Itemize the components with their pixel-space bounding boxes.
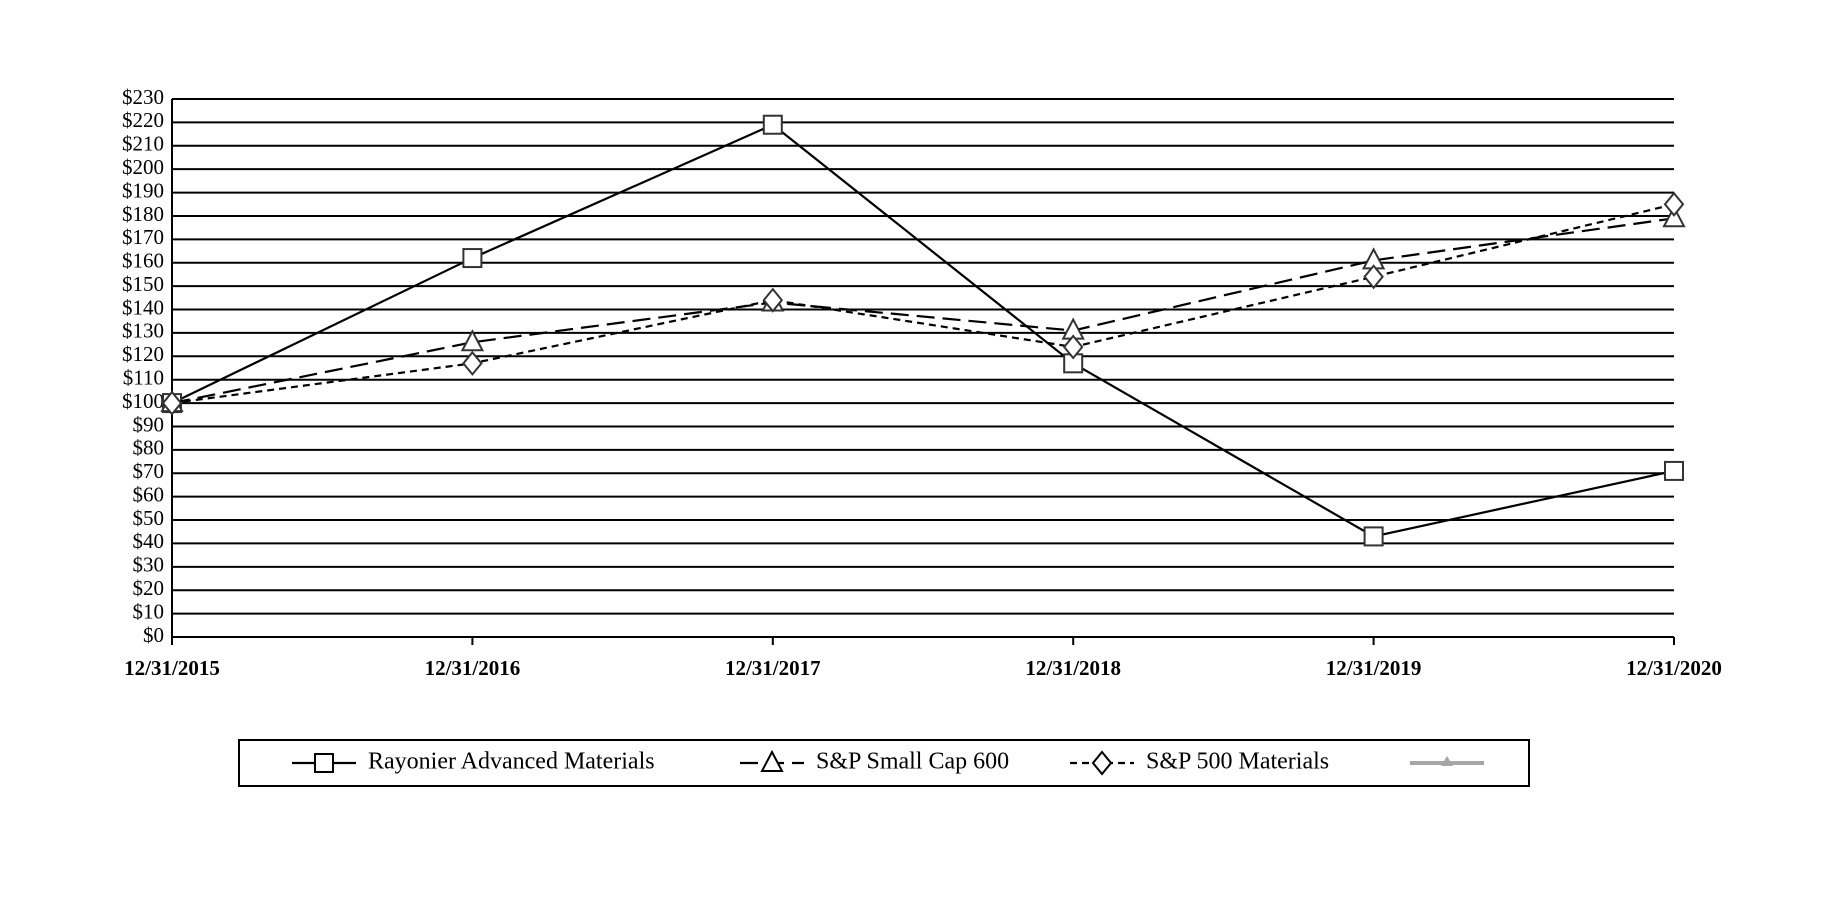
- y-tick-label: $30: [133, 553, 165, 577]
- legend-unnamed-entry: [1410, 756, 1484, 766]
- y-tick-label: $90: [133, 412, 165, 436]
- marker: [762, 287, 784, 313]
- y-tick-label: $20: [133, 576, 165, 600]
- x-tick-label: 12/31/2019: [1326, 656, 1422, 680]
- marker: [161, 390, 183, 416]
- y-tick-label: $230: [122, 85, 164, 109]
- marker: [1091, 750, 1113, 776]
- marker: [314, 753, 334, 773]
- y-tick-label: $140: [122, 295, 164, 319]
- series: [161, 191, 1685, 416]
- y-tick-label: $120: [122, 342, 164, 366]
- x-tick-label: 12/31/2020: [1626, 656, 1722, 680]
- series-line: [171, 123, 1675, 538]
- y-tick-label: $50: [133, 506, 165, 530]
- y-tick-label: $190: [122, 178, 164, 202]
- y-tick-label: $100: [122, 389, 164, 413]
- y-tick-label: $60: [133, 482, 165, 506]
- marker: [1363, 264, 1384, 290]
- series-line: [171, 217, 1675, 405]
- marker: [1062, 334, 1084, 360]
- x-tick-label: 12/31/2018: [1025, 656, 1121, 680]
- series-line: [171, 203, 1675, 405]
- marker: [760, 749, 784, 772]
- y-tick-label: $70: [133, 459, 165, 483]
- marker: [1363, 526, 1384, 547]
- y-tick-label: $170: [122, 225, 164, 249]
- y-tick-label: $130: [122, 319, 164, 343]
- x-tick-label: 12/31/2015: [124, 656, 220, 680]
- y-tick-label: $180: [122, 202, 164, 226]
- marker: [462, 350, 483, 376]
- series: [162, 114, 1684, 547]
- x-tick-label: 12/31/2017: [725, 656, 821, 680]
- y-tick-label: $40: [133, 529, 165, 553]
- y-tick-label: $0: [143, 623, 164, 647]
- marker: [762, 114, 783, 135]
- legend-box: [238, 739, 1530, 787]
- y-tick-label: $150: [122, 272, 164, 296]
- legend-label: S&P 500 Materials: [1146, 749, 1329, 775]
- y-tick-label: $210: [122, 132, 164, 156]
- y-tick-label: $80: [133, 436, 165, 460]
- x-tick-label: 12/31/2016: [425, 656, 521, 680]
- marker: [462, 248, 483, 269]
- marker: [460, 329, 485, 352]
- y-tick-label: $220: [122, 108, 164, 132]
- legend-label: S&P Small Cap 600: [816, 749, 1009, 775]
- marker: [1664, 460, 1684, 481]
- y-tick-label: $10: [133, 599, 165, 623]
- legend-label: Rayonier Advanced Materials: [368, 749, 655, 775]
- marker: [1663, 191, 1685, 217]
- y-tick-label: $110: [123, 366, 164, 390]
- y-tick-label: $200: [122, 155, 164, 179]
- y-tick-label: $160: [122, 249, 164, 273]
